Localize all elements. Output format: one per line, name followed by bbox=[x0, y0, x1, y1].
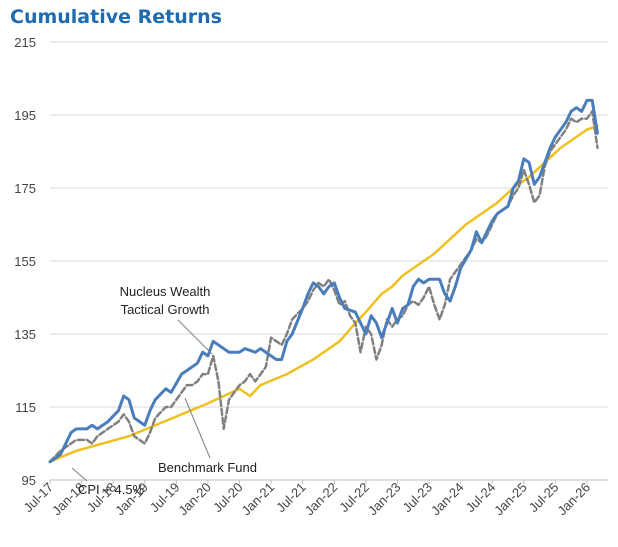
nucleus-annotation-line2: Tactical Growth bbox=[121, 302, 210, 317]
benchmark-leader-line bbox=[184, 397, 211, 459]
y-tick-label: 195 bbox=[14, 108, 36, 123]
x-tick-label: Jan-24 bbox=[428, 480, 467, 519]
nucleus-leader-line bbox=[177, 319, 213, 355]
series-lines bbox=[48, 98, 599, 464]
nucleus-annotation-line1: Nucleus Wealth bbox=[120, 284, 211, 299]
gridlines bbox=[50, 41, 608, 408]
y-tick-label: 95 bbox=[22, 473, 36, 488]
y-tick-label: 155 bbox=[14, 254, 36, 269]
x-tick-label: Jan-20 bbox=[175, 480, 214, 519]
cpi-annotation: CPI + 4.5% bbox=[78, 482, 145, 497]
y-tick-label: 135 bbox=[14, 327, 36, 342]
x-tick-label: Jan-22 bbox=[302, 480, 341, 519]
cpi-leader-line bbox=[71, 467, 88, 482]
annotations: Nucleus Wealth Tactical Growth Benchmark F… bbox=[71, 284, 257, 497]
y-tick-label: 175 bbox=[14, 181, 36, 196]
x-tick-label: Jan-21 bbox=[239, 480, 278, 519]
x-tick-label: Jan-25 bbox=[491, 480, 530, 519]
y-tick-label: 215 bbox=[14, 35, 36, 50]
benchmark-annotation: Benchmark Fund bbox=[158, 460, 257, 475]
x-tick-label: Jan-23 bbox=[365, 480, 404, 519]
nucleus-series-line bbox=[48, 98, 599, 464]
x-tick-label: Jan-26 bbox=[554, 480, 593, 519]
y-axis-tick-labels: 95 115 135 155 175 195 215 bbox=[14, 35, 36, 488]
chart-title: Cumulative Returns bbox=[10, 6, 222, 28]
y-tick-label: 115 bbox=[15, 400, 36, 415]
